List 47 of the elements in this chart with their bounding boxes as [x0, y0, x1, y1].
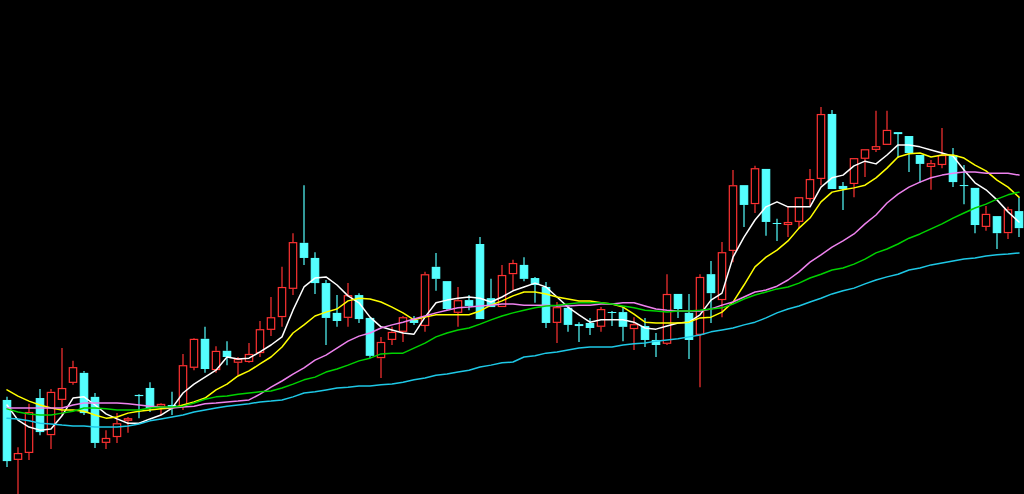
candlestick [728, 169, 738, 263]
candlestick [816, 106, 826, 186]
candlestick [783, 205, 793, 238]
candlestick [288, 232, 298, 296]
candlestick [332, 294, 342, 328]
candlestick [376, 336, 386, 379]
candlestick [585, 317, 595, 336]
candlestick [805, 168, 815, 208]
candlestick [1003, 206, 1013, 240]
candlestick [233, 356, 243, 376]
candlestick [244, 342, 254, 363]
candlestick [508, 259, 518, 291]
candlestick [717, 241, 727, 318]
candlestick [629, 316, 639, 351]
candlestick [112, 412, 122, 444]
candlestick [750, 165, 760, 214]
candlestick [343, 282, 353, 328]
candlestick [211, 345, 221, 374]
candlestick [387, 326, 397, 346]
candlestick [57, 347, 67, 416]
candlestick [46, 388, 56, 450]
candlestick [68, 360, 78, 386]
candlestick [178, 353, 188, 411]
candlestick [926, 159, 936, 191]
candlestick [937, 127, 947, 169]
candlestick [266, 296, 276, 337]
candlestick [255, 320, 265, 358]
candlestick [519, 256, 529, 282]
candlestick [662, 273, 672, 344]
candlestick [981, 205, 991, 232]
candlestick [431, 252, 441, 292]
candlestick [321, 279, 331, 346]
candlestick [398, 317, 408, 343]
candlestick [200, 326, 210, 374]
candlestick [189, 338, 199, 371]
candlestick [453, 286, 463, 328]
candlestick [24, 403, 34, 461]
candlestick [420, 271, 430, 333]
candlestick [838, 181, 848, 211]
candlestick [277, 266, 287, 328]
candlestick [574, 321, 584, 343]
candlestick [706, 260, 716, 324]
candlestick [871, 110, 881, 153]
candlestick [596, 306, 606, 333]
candlestick [695, 273, 705, 388]
candlestick [101, 429, 111, 450]
candlestick [299, 184, 309, 266]
